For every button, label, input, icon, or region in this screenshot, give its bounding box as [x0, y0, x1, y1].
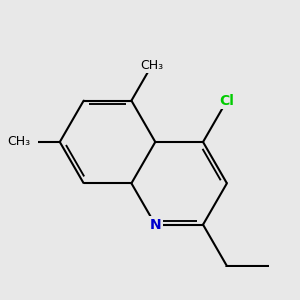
Text: N: N [149, 218, 161, 232]
Text: Cl: Cl [220, 94, 234, 108]
Text: CH₃: CH₃ [8, 136, 31, 148]
Text: CH₃: CH₃ [140, 59, 163, 72]
